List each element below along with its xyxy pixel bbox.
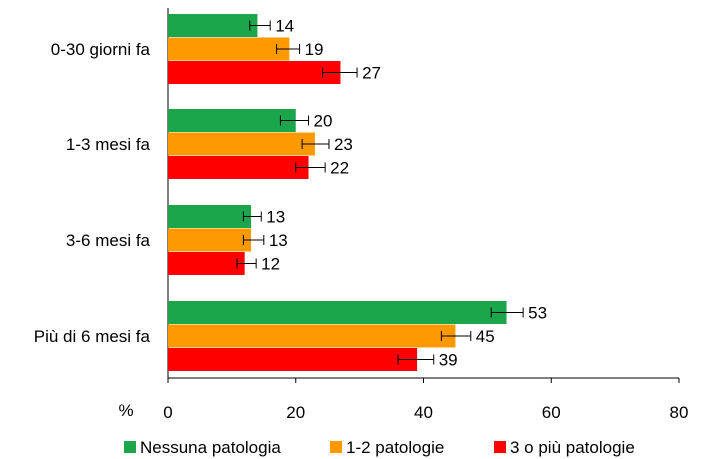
data-label: 14	[275, 17, 294, 36]
category-label: 3-6 mesi fa	[66, 231, 151, 250]
legend-label: 3 o più patologie	[510, 438, 635, 457]
legend-swatch	[330, 441, 342, 453]
bar	[168, 37, 290, 61]
data-label: 39	[439, 351, 458, 370]
category-label: 1-3 mesi fa	[66, 135, 151, 154]
bar	[168, 205, 252, 228]
data-label: 13	[266, 208, 285, 227]
bar	[168, 156, 309, 179]
legend-label: 1-2 patologie	[346, 438, 444, 457]
bar	[168, 14, 258, 37]
bar	[168, 228, 252, 252]
data-label: 20	[314, 112, 333, 131]
category-label: Più di 6 mesi fa	[34, 327, 151, 346]
data-label: 22	[330, 159, 349, 178]
x-tick-label: 80	[670, 403, 689, 422]
bar	[168, 324, 456, 348]
data-label: 23	[334, 135, 353, 154]
x-tick-label: 60	[542, 403, 561, 422]
x-tick-label: 20	[286, 403, 305, 422]
bar	[168, 348, 418, 371]
data-label: 12	[261, 255, 280, 274]
x-tick-label: 40	[414, 403, 433, 422]
data-label: 27	[362, 64, 381, 83]
data-label: 13	[269, 231, 288, 250]
x-tick-label: 0	[163, 403, 172, 422]
bar	[168, 301, 507, 324]
bar	[168, 252, 245, 275]
category-label: 0-30 giorni fa	[51, 40, 151, 59]
legend-swatch	[494, 441, 506, 453]
legend-swatch	[124, 441, 136, 453]
unit-label: %	[118, 401, 133, 420]
data-label: 45	[476, 327, 495, 346]
bar	[168, 61, 341, 84]
legend-label: Nessuna patologia	[140, 438, 281, 457]
data-label: 53	[528, 304, 547, 323]
bar	[168, 109, 296, 132]
bar	[168, 132, 315, 156]
data-label: 19	[305, 40, 324, 59]
